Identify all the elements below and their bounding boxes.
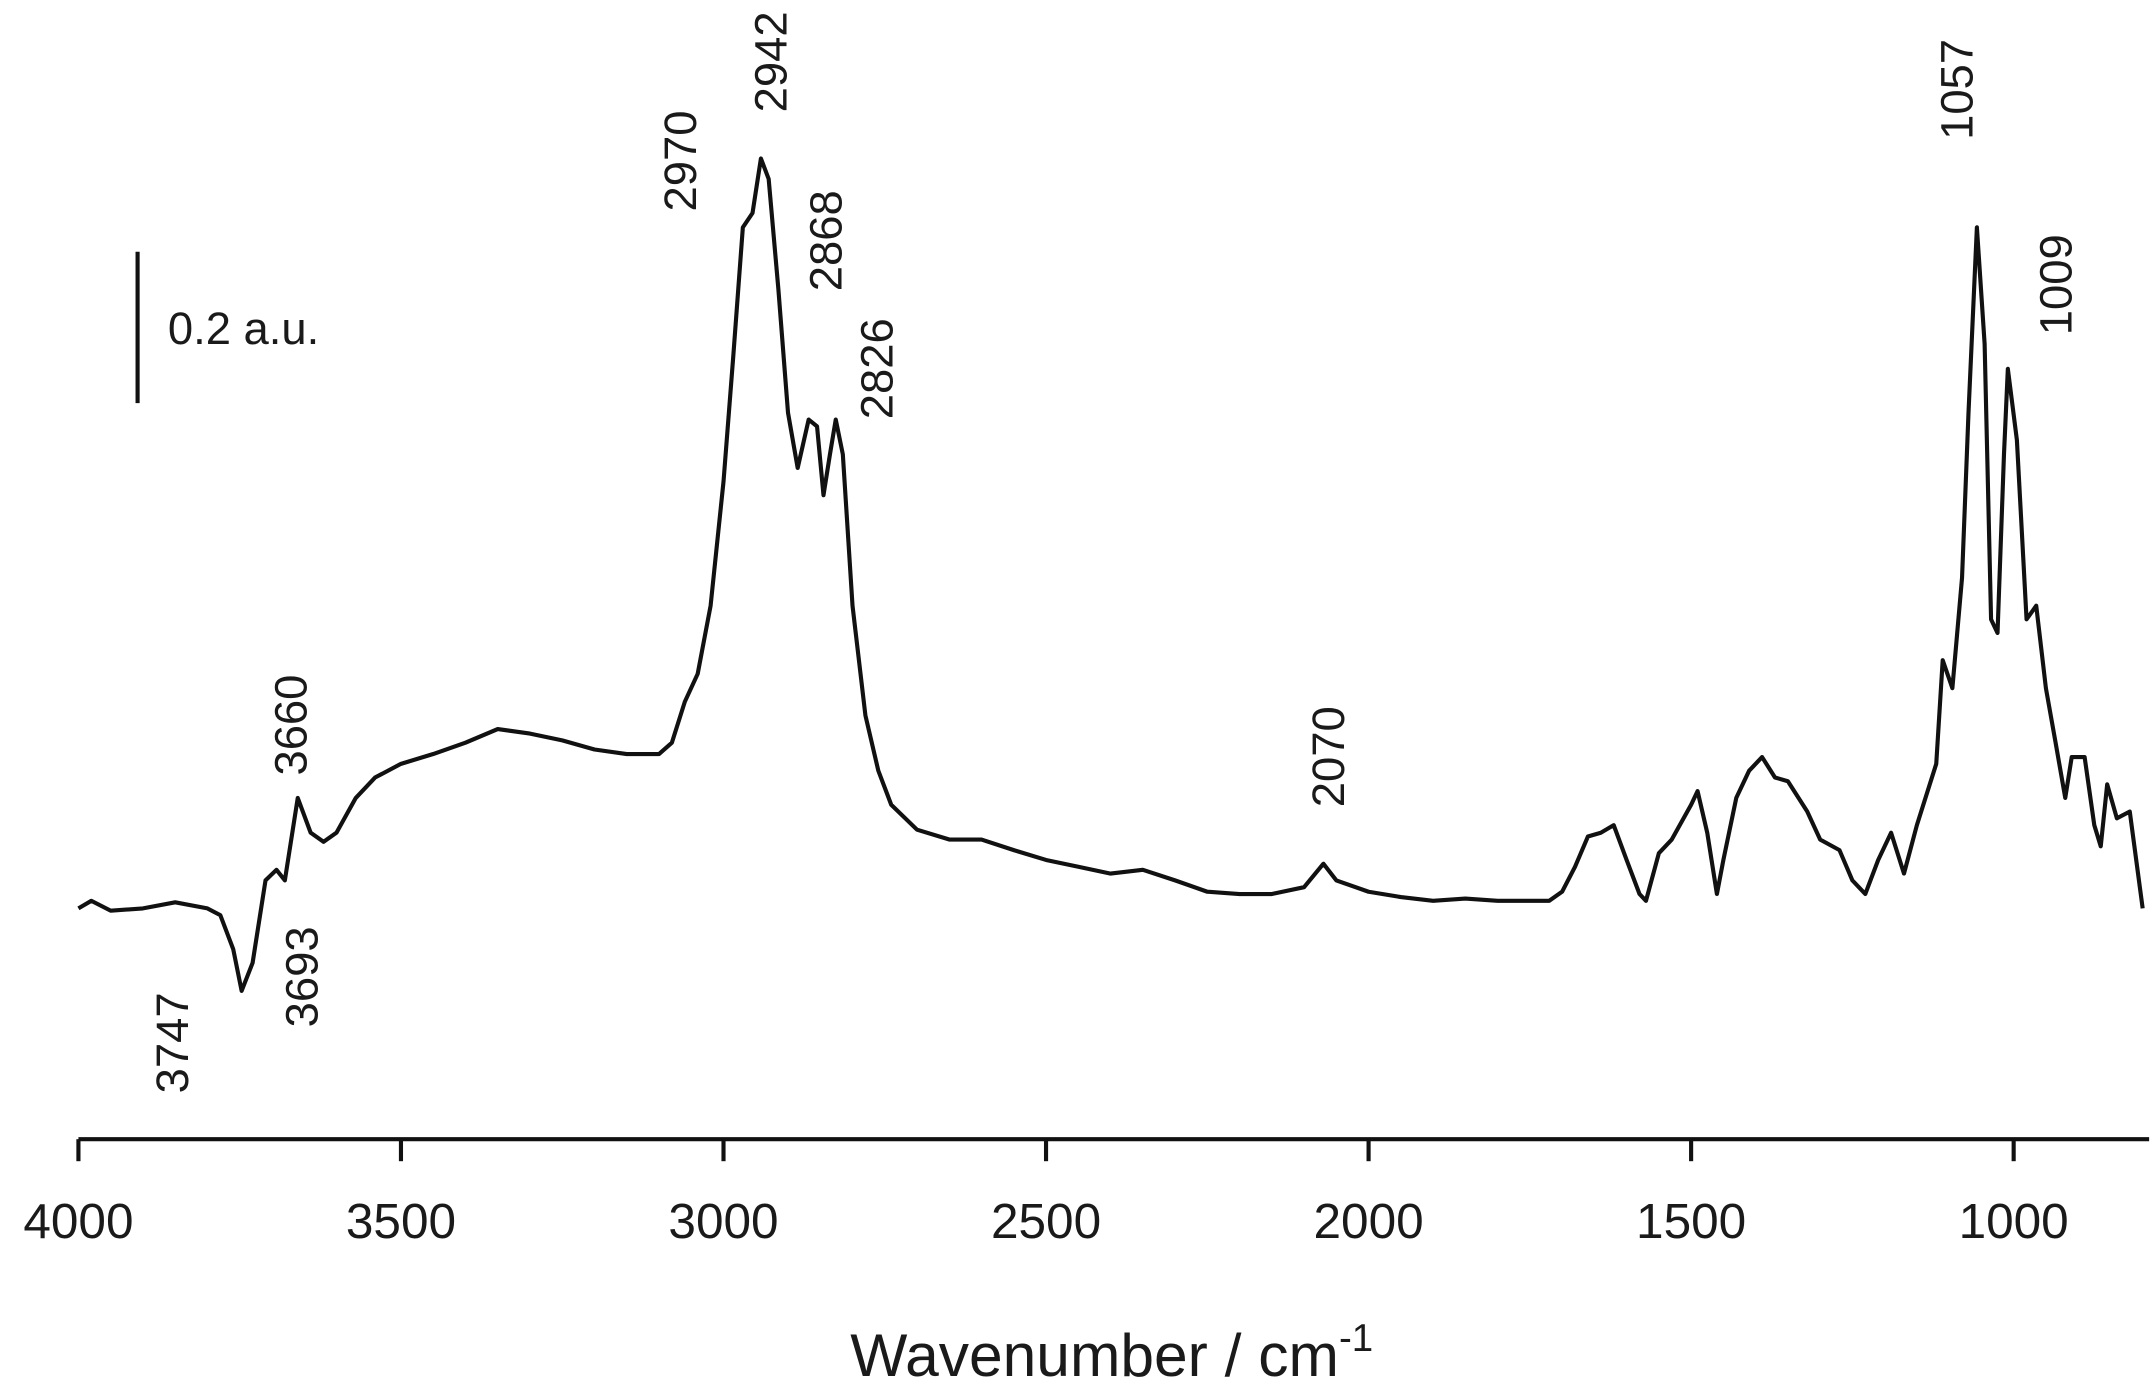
x-axis-title: Wavenumber / cm-1 [850, 1317, 1373, 1389]
peak-label: 1009 [2031, 234, 2082, 335]
peak-label: 3747 [147, 992, 198, 1093]
x-tick-label: 3000 [668, 1194, 778, 1249]
peak-label: 2868 [801, 190, 852, 291]
x-tick-label: 4000 [23, 1194, 133, 1249]
x-tick-label: 1500 [1636, 1194, 1746, 1249]
spectrum-line [77, 156, 2145, 993]
x-tick-label: 1000 [1959, 1194, 2069, 1249]
x-tick-label: 2000 [1313, 1194, 1423, 1249]
peak-label: 2826 [852, 318, 903, 419]
x-axis-title-superscript: -1 [1339, 1317, 1373, 1360]
x-tick-label: 3500 [346, 1194, 456, 1249]
peak-label: 3693 [276, 926, 327, 1027]
peak-label: 2970 [655, 110, 706, 211]
peak-label: 3660 [265, 675, 316, 776]
peak-label: 2070 [1303, 706, 1354, 807]
peak-label: 1057 [1932, 39, 1983, 140]
x-tick-label: 2500 [991, 1194, 1101, 1249]
peak-label: 2942 [746, 11, 797, 112]
x-axis-title-text: Wavenumber / cm [850, 1321, 1339, 1389]
scale-bar-label: 0.2 a.u. [168, 303, 319, 354]
